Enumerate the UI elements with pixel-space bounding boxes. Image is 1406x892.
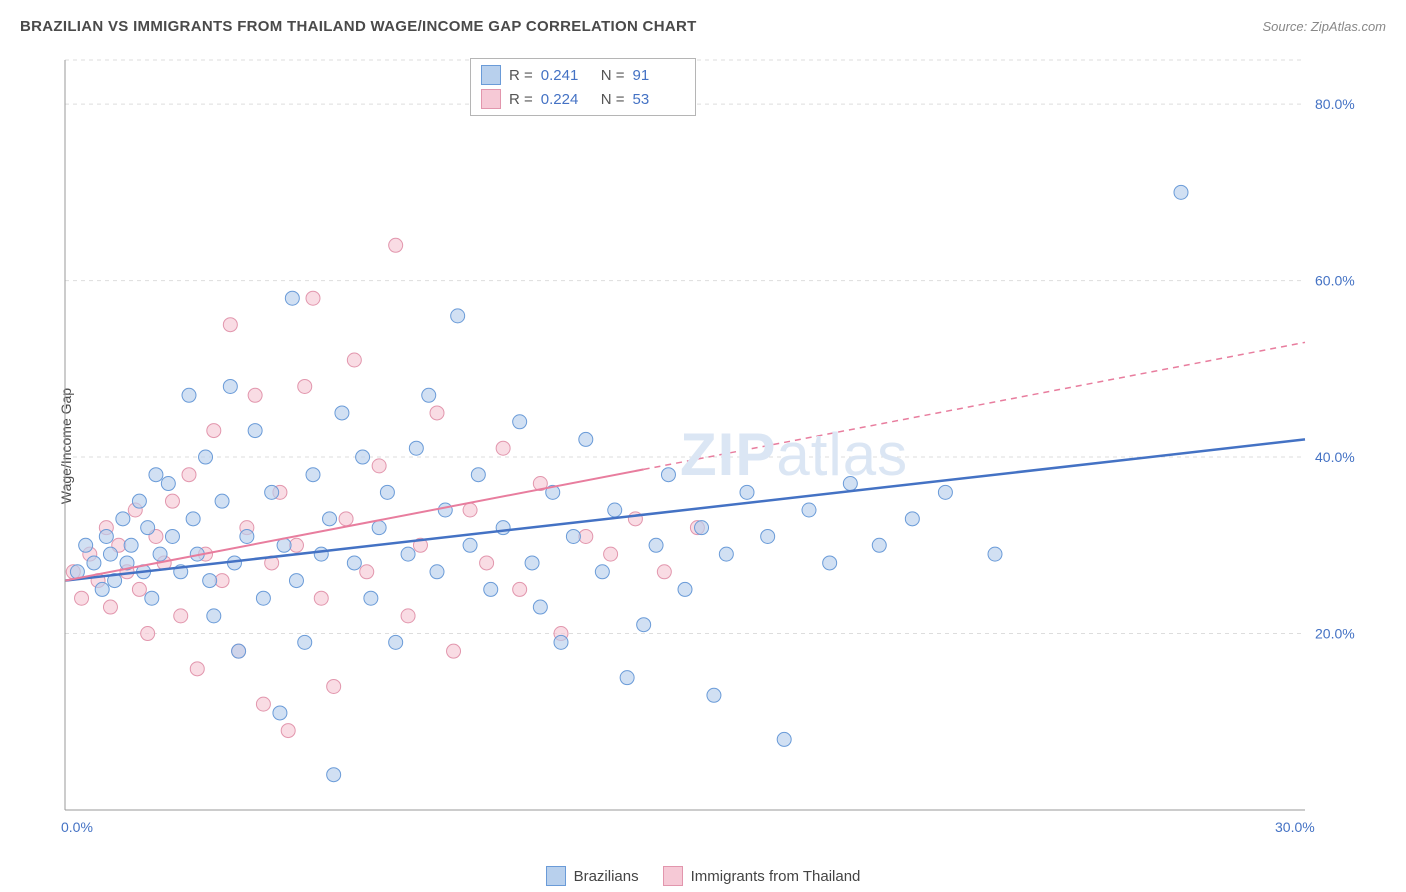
swatch-blue xyxy=(481,65,501,85)
chart-header: BRAZILIAN VS IMMIGRANTS FROM THAILAND WA… xyxy=(20,18,1386,35)
legend-series: Brazilians Immigrants from Thailand xyxy=(0,866,1406,886)
svg-text:20.0%: 20.0% xyxy=(1315,626,1355,642)
svg-text:60.0%: 60.0% xyxy=(1315,273,1355,289)
swatch-pink xyxy=(481,89,501,109)
svg-text:80.0%: 80.0% xyxy=(1315,96,1355,112)
legend-row-blue: R = 0.241 N = 91 xyxy=(481,63,685,87)
swatch-blue xyxy=(546,866,566,886)
legend-item-brazilians: Brazilians xyxy=(546,866,639,886)
legend-item-thailand: Immigrants from Thailand xyxy=(663,866,861,886)
svg-text:0.0%: 0.0% xyxy=(61,819,93,835)
chart-title: BRAZILIAN VS IMMIGRANTS FROM THAILAND WA… xyxy=(20,18,697,35)
svg-text:30.0%: 30.0% xyxy=(1275,819,1315,835)
svg-text:40.0%: 40.0% xyxy=(1315,449,1355,465)
scatter-plot: 20.0% 40.0% 60.0% 80.0% 0.0% 30.0% xyxy=(55,50,1375,840)
legend-row-pink: R = 0.224 N = 53 xyxy=(481,87,685,111)
chart-source: Source: ZipAtlas.com xyxy=(1262,19,1386,34)
swatch-pink xyxy=(663,866,683,886)
legend-correlation: R = 0.241 N = 91 R = 0.224 N = 53 xyxy=(470,58,696,116)
